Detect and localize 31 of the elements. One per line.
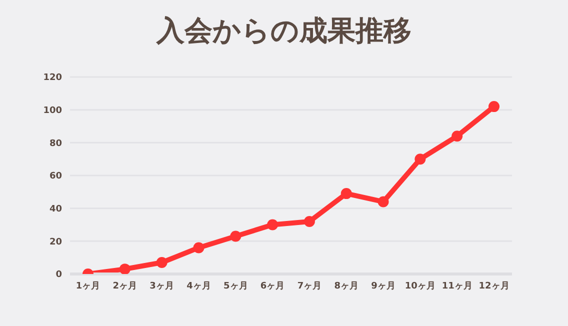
x-tick-label: 5ヶ月 — [224, 280, 248, 292]
y-tick-label: 100 — [43, 106, 62, 116]
y-tick-label: 80 — [49, 138, 62, 149]
x-tick-label: 10ヶ月 — [404, 280, 436, 292]
x-tick-label: 6ヶ月 — [260, 280, 285, 292]
x-tick-label: 3ヶ月 — [150, 280, 174, 292]
x-tick-label: 12ヶ月 — [478, 280, 510, 292]
point — [267, 219, 278, 230]
point — [488, 101, 500, 112]
chart-title: 入会からの成果推移 — [155, 13, 412, 49]
point — [230, 230, 242, 242]
x-tick-label: 11ヶ月 — [442, 280, 472, 292]
y-tick-label: 20 — [49, 237, 62, 248]
x-tick-label: 1ヶ月 — [76, 280, 100, 292]
x-tick-label: 2ヶ月 — [112, 280, 138, 292]
y-tick-label: 60 — [49, 172, 62, 182]
point — [378, 196, 389, 208]
x-tick-label: 8ヶ月 — [334, 280, 358, 292]
point — [414, 154, 426, 165]
point — [452, 130, 463, 142]
x-tick-label: 4ヶ月 — [186, 280, 211, 292]
x-tick-label: 7ヶ月 — [297, 280, 322, 292]
x-tick-label: 9ヶ月 — [371, 280, 396, 292]
y-tick-label: 0 — [56, 270, 62, 280]
point — [193, 242, 204, 254]
y-tick-label: 40 — [49, 204, 62, 215]
point — [156, 257, 168, 268]
point — [119, 264, 130, 274]
point — [304, 216, 315, 227]
y-tick-label: 120 — [43, 73, 62, 84]
point — [340, 188, 352, 200]
